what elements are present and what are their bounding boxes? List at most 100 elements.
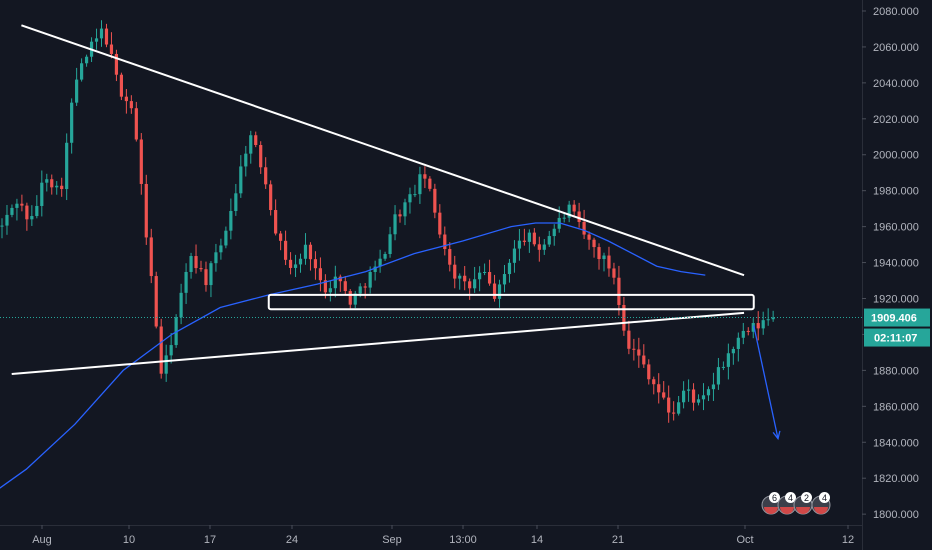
candle-body <box>542 244 546 250</box>
candle-body <box>428 178 432 189</box>
candle-body <box>607 255 611 269</box>
candle-body <box>627 330 631 349</box>
candle-body <box>338 276 342 282</box>
candle-body <box>94 38 99 42</box>
candle-body <box>468 281 472 289</box>
candle-body <box>75 79 79 103</box>
candle-body <box>547 236 551 245</box>
price-tick-label: 1940.000 <box>873 258 919 270</box>
candle-body <box>597 247 601 260</box>
candle-body <box>502 274 507 285</box>
candle-body <box>637 349 641 356</box>
candle-body <box>124 96 128 102</box>
candle-body <box>438 212 442 235</box>
candle-body <box>537 244 541 250</box>
candle-body <box>343 281 347 292</box>
candle-body <box>139 139 143 184</box>
last-price-badge <box>864 308 930 327</box>
price-axis[interactable]: 1800.000 1820.000 1840.000 1860.000 1880.000… <box>862 0 932 550</box>
event-badge[interactable]: 4 <box>811 492 831 515</box>
drawings-layer[interactable] <box>11 24 781 441</box>
candle-body <box>323 280 327 293</box>
price-tick-label: 2000.000 <box>873 150 919 162</box>
candle-body <box>642 355 646 365</box>
candle-body <box>766 319 770 321</box>
candle-body <box>487 271 492 284</box>
candle-body <box>771 317 775 320</box>
time-tick-label: Oct <box>736 534 753 546</box>
candle-body <box>283 240 288 260</box>
candle-body <box>154 276 158 327</box>
candle-body <box>751 323 755 332</box>
candle-body <box>239 166 243 194</box>
event-badge[interactable]: 6 <box>761 492 781 515</box>
time-tick-label: 13:00 <box>449 534 477 546</box>
candle-body <box>657 384 661 393</box>
candle-body <box>691 389 696 403</box>
event-count: 4 <box>788 493 793 503</box>
candle-body <box>602 255 606 260</box>
candle-body <box>164 355 168 374</box>
candle-body <box>119 74 124 97</box>
candle-body <box>458 275 462 279</box>
bar-countdown: 02:11:07 <box>874 333 917 345</box>
candle-body <box>104 28 109 45</box>
candle-body <box>726 353 730 367</box>
candle-body <box>30 216 34 220</box>
candle-body <box>681 390 686 403</box>
candle-body <box>244 153 248 167</box>
candle-body <box>80 63 84 80</box>
event-badge[interactable]: 4 <box>777 492 797 515</box>
candle-body <box>209 263 213 286</box>
candle-body <box>134 108 138 140</box>
candle-body <box>572 204 576 212</box>
last-price-value: 1909.406 <box>871 313 917 325</box>
candle-body <box>298 258 303 265</box>
candle-body <box>55 185 59 188</box>
candle-body <box>463 275 467 282</box>
candle-body <box>50 179 54 188</box>
candle-body <box>652 379 656 385</box>
support-zone-rectangle[interactable] <box>267 293 755 311</box>
candle-body <box>746 330 750 332</box>
candle-body <box>507 262 512 275</box>
candle-body <box>567 204 571 218</box>
candle-body <box>383 254 387 259</box>
candle-body <box>234 193 238 212</box>
lower-trendline[interactable] <box>11 311 745 375</box>
upper-trendline[interactable] <box>21 24 745 277</box>
candle-body <box>224 230 228 246</box>
price-tick-label: 1820.000 <box>873 473 919 485</box>
candle-body <box>423 174 427 179</box>
candle-body <box>517 240 522 249</box>
candle-body <box>686 389 691 391</box>
forecast-arrow-shaft[interactable] <box>753 325 779 439</box>
event-badge[interactable]: 2 <box>793 492 813 515</box>
forecast-arrow-head[interactable] <box>772 430 781 441</box>
candle-body <box>647 364 651 380</box>
candle-body <box>527 232 531 242</box>
time-axis[interactable]: Aug 10 17 24 Sep 13:00 14 21 Oct 12 <box>0 525 862 550</box>
time-tick-label: 17 <box>204 534 216 546</box>
candle-body <box>363 286 367 288</box>
candle-body <box>696 399 701 403</box>
price-tick-label: 1840.000 <box>873 437 919 449</box>
candle-body <box>741 330 745 338</box>
candle-body <box>288 259 293 268</box>
candle-body <box>667 397 671 413</box>
price-tick-label: 1860.000 <box>873 401 919 413</box>
candle-body <box>109 44 114 54</box>
countdown-badge <box>864 328 930 347</box>
candle-body <box>562 217 566 219</box>
price-tick-label: 2060.000 <box>873 42 919 54</box>
candle-body <box>129 101 133 109</box>
flag-icon <box>814 507 828 514</box>
event-badges[interactable]: 6 4 2 4 <box>761 492 831 515</box>
time-tick-label: Aug <box>32 534 52 546</box>
candle-body <box>15 203 19 208</box>
candle-body <box>756 323 760 329</box>
candle-body <box>522 240 526 242</box>
price-axis-background <box>862 0 932 550</box>
